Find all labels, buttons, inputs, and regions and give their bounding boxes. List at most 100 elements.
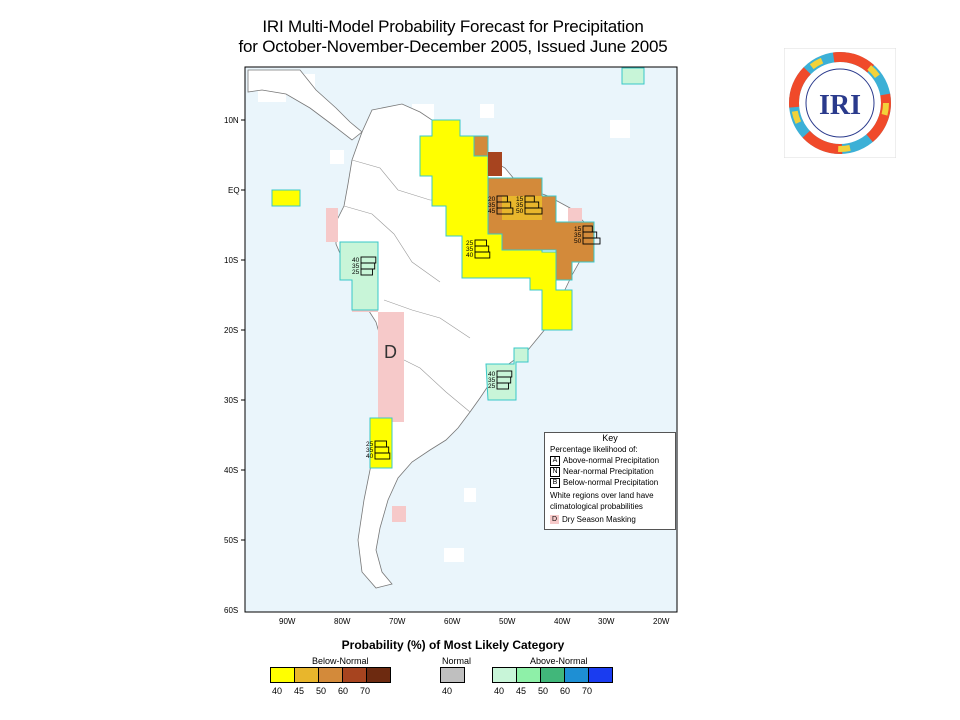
key-item-above: A Above-normal Precipitation xyxy=(545,455,675,466)
forecast-bar xyxy=(360,268,373,276)
key-title: Key xyxy=(602,433,618,443)
forecast-value: 50 xyxy=(574,238,582,245)
svg-text:30S: 30S xyxy=(224,396,238,405)
svg-text:30W: 30W xyxy=(598,617,615,626)
legend-below-label: Below-Normal xyxy=(312,656,369,666)
svg-text:50S: 50S xyxy=(224,536,238,545)
key-note: White regions over land have climatologi… xyxy=(550,491,654,511)
svg-text:70W: 70W xyxy=(389,617,406,626)
forecast-value: 35 xyxy=(366,447,374,454)
forecast-value: 40 xyxy=(366,453,374,460)
svg-text:10S: 10S xyxy=(224,256,238,265)
legend-swatch xyxy=(540,667,565,683)
forecast-value: 25 xyxy=(466,240,474,247)
forecast-value: 50 xyxy=(516,208,524,215)
legend-swatch xyxy=(440,667,465,683)
svg-text:60S: 60S xyxy=(224,606,238,615)
legend-tick-label: 40 xyxy=(494,686,505,696)
svg-text:20W: 20W xyxy=(653,617,670,626)
svg-text:50W: 50W xyxy=(499,617,516,626)
legend-tick-label: 70 xyxy=(360,686,371,696)
legend-normal-label: Normal xyxy=(442,656,472,666)
forecast-value: 20 xyxy=(488,196,496,203)
dry-season-mask-cells xyxy=(326,208,582,522)
legend-tick-label: 50 xyxy=(316,686,327,696)
legend-tick-label: 40 xyxy=(272,686,283,696)
legend-above-swatches xyxy=(492,667,613,683)
svg-text:EQ: EQ xyxy=(228,186,240,195)
forecast-value: 35 xyxy=(574,232,582,239)
svg-text:40W: 40W xyxy=(554,617,571,626)
key-item-normal: N Near-normal Precipitation xyxy=(545,466,675,477)
legend-normal-swatches xyxy=(440,667,465,683)
key-subtitle: Percentage likelihood of: xyxy=(550,445,638,454)
lat-labels: 10N EQ 10S 20S 30S 40S 50S 60S xyxy=(224,116,240,615)
key-item-below: B Below-normal Precipitation xyxy=(545,477,675,488)
legend-tick-label: 45 xyxy=(294,686,305,696)
forecast-bar xyxy=(474,251,491,259)
legend-swatch xyxy=(270,667,295,683)
forecast-value: 45 xyxy=(488,208,496,215)
iri-logo: IRI xyxy=(784,48,896,158)
forecast-value: 25 xyxy=(488,383,496,390)
forecast-value: 25 xyxy=(352,269,360,276)
forecast-bar xyxy=(374,452,391,460)
forecast-value: 25 xyxy=(366,441,374,448)
key-item-mask: D Dry Season Masking xyxy=(550,515,636,524)
forecast-bar xyxy=(582,237,601,245)
forecast-bar xyxy=(496,207,514,215)
legend-tick-label: 70 xyxy=(582,686,593,696)
forecast-bar xyxy=(524,207,543,215)
legend-title: Probability (%) of Most Likely Category xyxy=(341,638,565,652)
legend-tick-label: 40 xyxy=(442,686,453,696)
forecast-value: 35 xyxy=(516,202,524,209)
legend-swatch xyxy=(564,667,589,683)
central-america-land xyxy=(247,69,363,141)
svg-text:40S: 40S xyxy=(224,466,238,475)
map-title-line1: IRI Multi-Model Probability Forecast for… xyxy=(262,17,644,36)
forecast-value: 15 xyxy=(574,226,582,233)
legend-tick-label: 45 xyxy=(516,686,527,696)
map-title-line2: for October-November-December 2005, Issu… xyxy=(238,37,668,56)
svg-text:20S: 20S xyxy=(224,326,238,335)
legend-swatch xyxy=(588,667,613,683)
below-normal-dark-cells xyxy=(488,152,502,176)
lon-labels: 90W 80W 70W 60W 50W 40W 30W 20W xyxy=(279,617,670,626)
dry-mask-label: D xyxy=(384,342,397,362)
forecast-value: 15 xyxy=(516,196,524,203)
legend-tick-label: 50 xyxy=(538,686,549,696)
logo-text: IRI xyxy=(819,90,861,121)
svg-text:10N: 10N xyxy=(224,116,239,125)
forecast-value: 40 xyxy=(352,257,360,264)
legend-tick-label: 60 xyxy=(560,686,571,696)
svg-text:80W: 80W xyxy=(334,617,351,626)
svg-text:60W: 60W xyxy=(444,617,461,626)
legend-above-label: Above-Normal xyxy=(530,656,588,666)
forecast-value: 35 xyxy=(488,202,496,209)
forecast-box-group: 4035252035451535501535502535404035252535… xyxy=(352,195,601,460)
legend-swatch xyxy=(366,667,391,683)
svg-text:90W: 90W xyxy=(279,617,296,626)
legend-tick-label: 60 xyxy=(338,686,349,696)
forecast-value: 35 xyxy=(488,377,496,384)
forecast-value: 35 xyxy=(352,263,360,270)
legend-below-swatches xyxy=(270,667,391,683)
forecast-value: 40 xyxy=(488,371,496,378)
legend-swatch xyxy=(294,667,319,683)
forecast-value: 35 xyxy=(466,246,474,253)
legend-swatch xyxy=(318,667,343,683)
map-key: Key Percentage likelihood of: A Above-no… xyxy=(544,432,676,530)
legend-swatch xyxy=(342,667,367,683)
lat-ticks xyxy=(241,119,245,541)
legend-swatch xyxy=(492,667,517,683)
above-normal-cells xyxy=(339,67,645,401)
forecast-value: 40 xyxy=(466,252,474,259)
legend-swatch xyxy=(516,667,541,683)
